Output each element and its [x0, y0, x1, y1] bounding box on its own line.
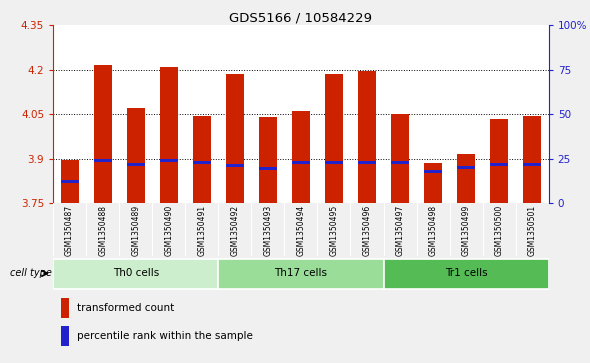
Bar	[259, 117, 277, 203]
Text: GSM1350498: GSM1350498	[428, 205, 438, 256]
Text: Th0 cells: Th0 cells	[113, 268, 159, 278]
Text: percentile rank within the sample: percentile rank within the sample	[77, 331, 253, 341]
Bar	[523, 163, 541, 166]
Text: GSM1350495: GSM1350495	[329, 205, 339, 256]
Bar	[424, 170, 442, 173]
Text: GSM1350493: GSM1350493	[263, 205, 273, 256]
Bar	[490, 163, 508, 166]
Bar	[457, 154, 475, 203]
Bar	[94, 159, 112, 162]
Text: GSM1350487: GSM1350487	[65, 205, 74, 256]
Bar	[226, 164, 244, 167]
Bar	[160, 67, 178, 203]
Text: transformed count: transformed count	[77, 303, 174, 313]
Text: GSM1350490: GSM1350490	[164, 205, 173, 256]
Text: cell type: cell type	[9, 268, 51, 278]
Bar	[94, 65, 112, 203]
Bar	[391, 162, 409, 164]
Bar	[358, 162, 376, 164]
Bar	[259, 167, 277, 170]
Text: Tr1 cells: Tr1 cells	[445, 268, 487, 278]
Text: GSM1350501: GSM1350501	[527, 205, 537, 256]
Text: GSM1350496: GSM1350496	[362, 205, 372, 256]
Bar	[160, 159, 178, 162]
Text: GSM1350494: GSM1350494	[296, 205, 306, 256]
Bar	[61, 298, 70, 318]
Bar	[61, 160, 78, 203]
Text: GSM1350492: GSM1350492	[230, 205, 240, 256]
Bar	[424, 163, 442, 203]
FancyBboxPatch shape	[218, 259, 384, 289]
Bar	[490, 119, 508, 203]
Bar	[61, 180, 78, 183]
Bar	[325, 162, 343, 164]
Text: GSM1350489: GSM1350489	[131, 205, 140, 256]
Bar	[127, 163, 145, 166]
Bar	[391, 114, 409, 203]
Bar	[193, 116, 211, 203]
Title: GDS5166 / 10584229: GDS5166 / 10584229	[230, 11, 372, 24]
Text: GSM1350500: GSM1350500	[494, 205, 504, 256]
Bar	[292, 162, 310, 164]
Text: Th17 cells: Th17 cells	[274, 268, 327, 278]
Bar	[226, 74, 244, 203]
Bar	[61, 326, 70, 346]
Bar	[358, 71, 376, 203]
Bar	[325, 74, 343, 203]
Bar	[523, 116, 541, 203]
Text: GSM1350497: GSM1350497	[395, 205, 405, 256]
Text: GSM1350491: GSM1350491	[197, 205, 206, 256]
FancyBboxPatch shape	[384, 259, 549, 289]
Bar	[193, 162, 211, 164]
Text: GSM1350499: GSM1350499	[461, 205, 471, 256]
Text: GSM1350488: GSM1350488	[98, 205, 107, 256]
Bar	[292, 111, 310, 203]
FancyBboxPatch shape	[53, 259, 218, 289]
Bar	[457, 166, 475, 168]
Bar	[127, 109, 145, 203]
